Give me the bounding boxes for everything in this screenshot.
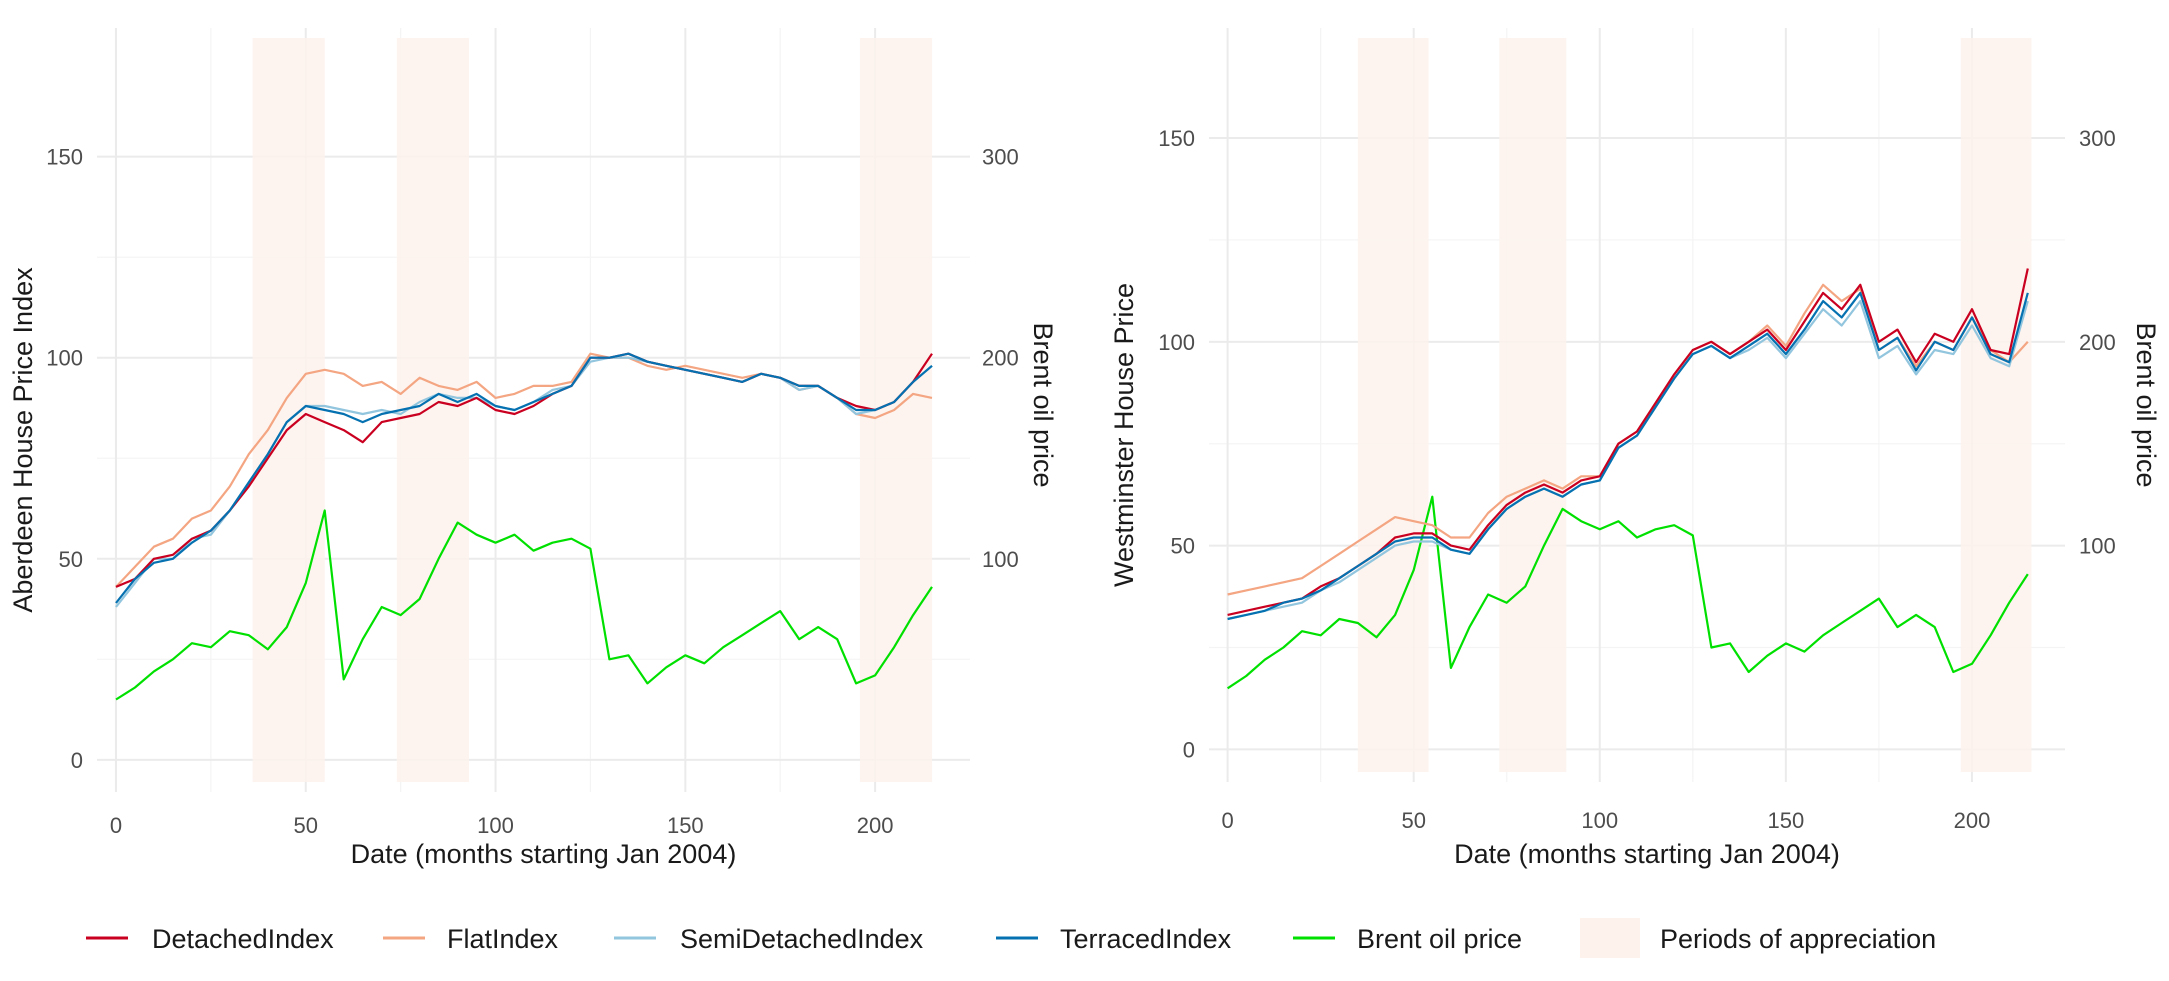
y2-axis-title: Brent oil price: [1028, 322, 1058, 487]
x-tick-label: 50: [294, 813, 318, 838]
series-line-brent-oil-price: [115, 509, 933, 701]
series-line-terracedindex: [115, 352, 933, 604]
y2-axis-title: Brent oil price: [2131, 322, 2161, 487]
y2-tick-label: 100: [982, 547, 1019, 572]
y-axis-title: Aberdeen House Price Index: [8, 267, 38, 613]
y-tick-label: 50: [1171, 534, 1195, 559]
series-line-flatindex: [1227, 283, 2029, 596]
x-tick-label: 200: [1954, 808, 1991, 833]
x-tick-label: 150: [1768, 808, 1805, 833]
series-line-semidetachedindex: [115, 356, 933, 608]
legend: DetachedIndex FlatIndex SemiDetachedIndex T…: [86, 918, 1936, 958]
y-tick-label: 50: [59, 547, 83, 572]
x-tick-label: 50: [1401, 808, 1425, 833]
y2-tick-label: 300: [982, 145, 1019, 170]
appreciation-band: [252, 38, 325, 782]
x-tick-label: 0: [1221, 808, 1233, 833]
x-axis-title: Date (months starting Jan 2004): [1454, 839, 1840, 869]
y2-tick-label: 100: [2079, 534, 2116, 559]
appreciation-band: [1499, 38, 1567, 772]
aberdeen-chart-panel: 0 50 100 150 200 0 50 100 150 100 200 300 Date (mont…: [8, 28, 1058, 869]
y-tick-label: 150: [1158, 126, 1195, 151]
legend-label: Brent oil price: [1357, 924, 1522, 954]
y-tick-label: 0: [71, 748, 83, 773]
y2-tick-label: 200: [2079, 330, 2116, 355]
x-tick-label: 150: [667, 813, 704, 838]
legend-key-box: [1580, 918, 1640, 958]
y-tick-label: 150: [46, 145, 83, 170]
legend-label: DetachedIndex: [152, 924, 334, 954]
legend-label: TerracedIndex: [1060, 924, 1232, 954]
westminster-chart-panel: 0 50 100 150 200 0 50 100 150 100 200 300 Date (mont…: [1109, 28, 2161, 869]
y2-tick-label: 300: [2079, 126, 2116, 151]
y-axis-title: Westminster House Price: [1109, 283, 1139, 587]
x-axis-title: Date (months starting Jan 2004): [351, 839, 737, 869]
x-tick-label: 100: [477, 813, 514, 838]
y2-tick-label: 200: [982, 346, 1019, 371]
y-tick-label: 100: [1158, 330, 1195, 355]
appreciation-band: [1357, 38, 1429, 772]
appreciation-band: [1960, 38, 2032, 772]
series-line-terracedindex: [1227, 291, 2029, 621]
series-line-brent-oil-price: [1226, 495, 2029, 690]
legend-label: SemiDetachedIndex: [680, 924, 924, 954]
legend-label: Periods of appreciation: [1660, 924, 1936, 954]
legend-label: FlatIndex: [447, 924, 559, 954]
x-tick-label: 100: [1581, 808, 1618, 833]
y-tick-label: 100: [46, 346, 83, 371]
y-tick-label: 0: [1183, 737, 1195, 762]
x-tick-label: 0: [110, 813, 122, 838]
x-tick-label: 200: [857, 813, 894, 838]
